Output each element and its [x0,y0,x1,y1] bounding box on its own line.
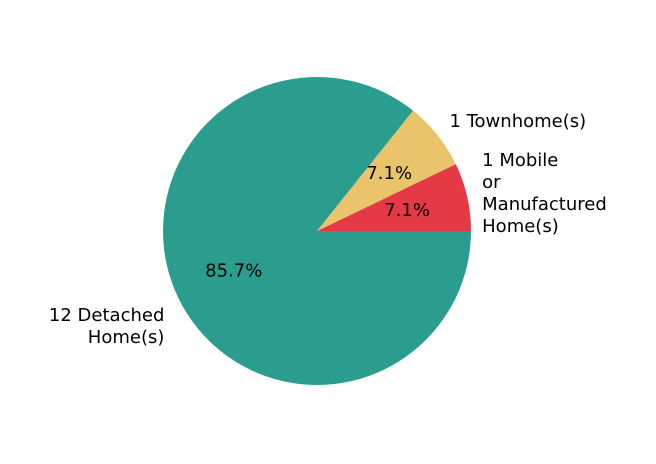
slice-label: 12 Detached Home(s) [49,305,164,348]
slice-label-line: 1 Townhome(s) [449,111,586,132]
pie-slice [162,77,471,386]
pie-slice [317,110,456,231]
slice-labels: 1 Mobile or Manufactured Home(s)1 Townhome(… [49,111,607,348]
pie-slice [317,164,471,231]
slice-label: 1 Townhome(s) [449,111,586,132]
slice-label-line: 1 Mobile [482,150,558,171]
slice-label-line: Home(s) [88,327,165,348]
pie-slices [162,77,471,386]
slice-label: 1 Mobile or Manufactured Home(s) [482,150,607,237]
slice-label-line: Manufactured [482,194,607,215]
percent-labels: 7.1% 7.1% 85.7% [205,163,430,282]
percent-label: 85.7% [205,261,262,282]
slice-label-line: 12 Detached [49,305,164,326]
percent-label: 7.1% [384,200,430,221]
slice-label-line: Home(s) [482,216,559,237]
slice-label-line: or [482,172,501,193]
percent-label: 7.1% [366,163,412,184]
